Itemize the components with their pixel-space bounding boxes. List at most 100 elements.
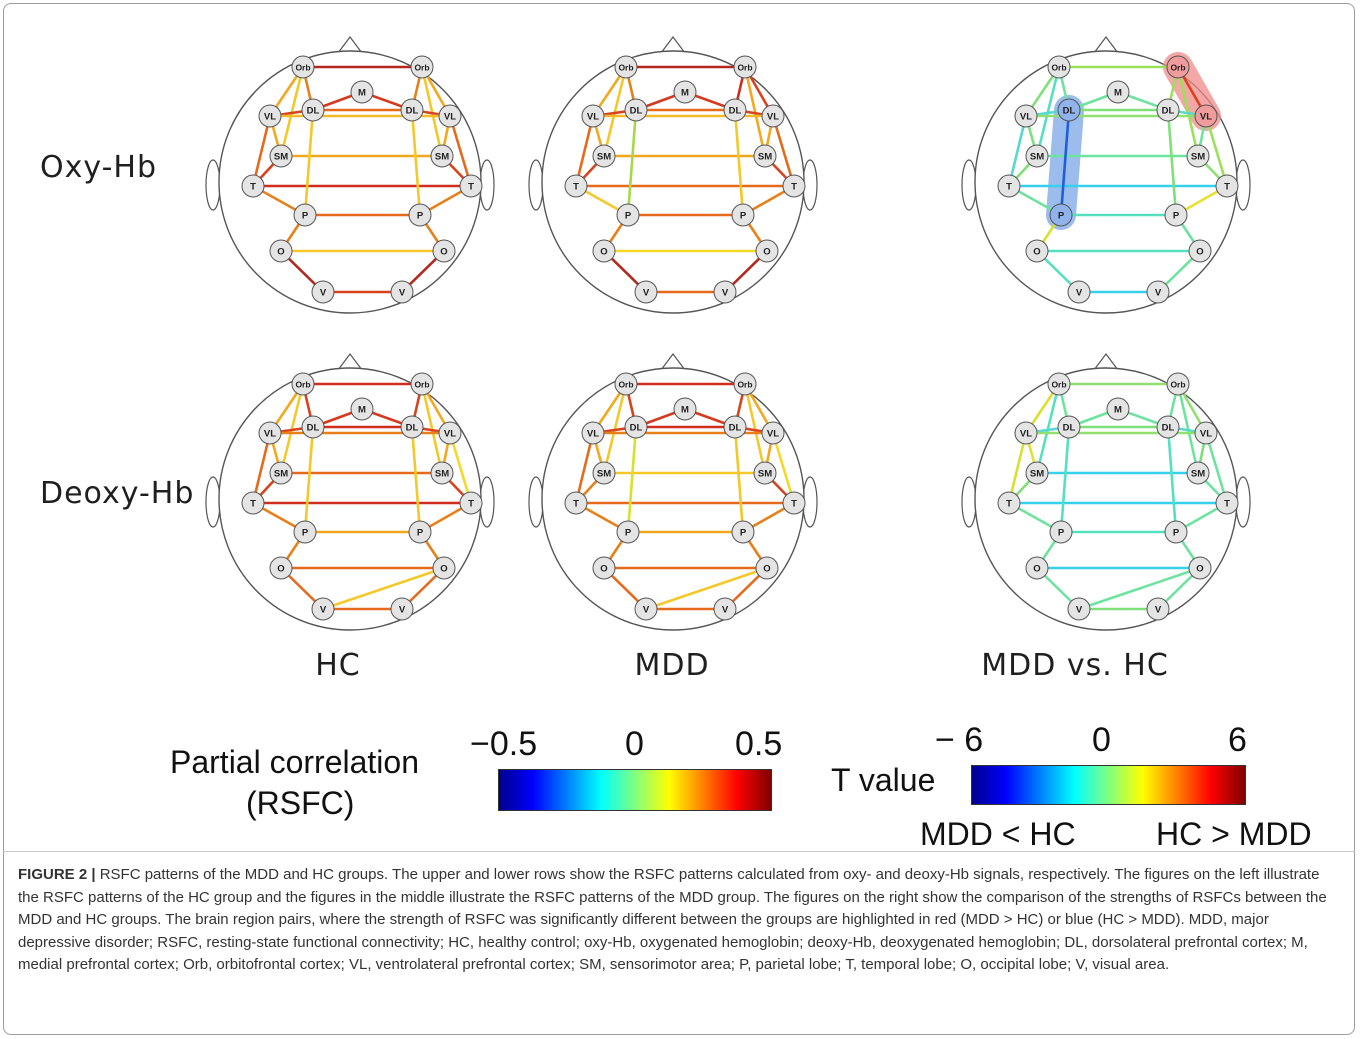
region-label-O_R: O xyxy=(1196,247,1203,258)
region-node-P_R xyxy=(731,520,755,544)
region-label-P_L: P xyxy=(625,528,632,539)
figure-frame xyxy=(3,3,1355,1035)
left-ear xyxy=(205,476,221,528)
region-node-T_L xyxy=(564,174,588,198)
region-label-P_L: P xyxy=(1058,528,1065,539)
region-label-V_R: V xyxy=(722,288,729,299)
region-node-SM_R xyxy=(430,144,454,168)
connection-Orb_R-SM_R xyxy=(743,66,767,157)
region-node-O_L xyxy=(269,556,293,580)
region-label-Orb_R: Orb xyxy=(414,380,429,390)
region-label-VL_L: VL xyxy=(264,429,276,440)
t-tick-mid: 0 xyxy=(1092,721,1111,759)
region-node-Orb_R xyxy=(1166,372,1190,396)
connection-DL_L-P_L xyxy=(303,109,315,216)
region-label-M: M xyxy=(681,405,689,416)
region-label-M: M xyxy=(1114,88,1122,99)
region-node-Orb_R xyxy=(1166,55,1190,79)
region-label-DL_L: DL xyxy=(307,106,320,117)
head-diagram-oxy_diff: Orb Orb M DL DL VL VL SM SM T T P P O O V V xyxy=(961,36,1251,314)
region-label-SM_R: SM xyxy=(758,152,772,163)
connection-VL_R-T_R xyxy=(448,115,473,187)
region-node-M xyxy=(350,397,374,421)
region-node-SM_R xyxy=(753,461,777,485)
region-label-VL_R: VL xyxy=(767,112,779,123)
region-label-O_L: O xyxy=(1033,247,1040,258)
region-label-DL_L: DL xyxy=(630,106,643,117)
region-label-T_R: T xyxy=(468,182,474,193)
region-node-M xyxy=(1106,80,1130,104)
rsfc-legend-title-1: Partial correlation xyxy=(170,744,419,780)
region-label-DL_L: DL xyxy=(630,423,643,434)
left-ear xyxy=(528,476,544,528)
connection-Orb_R-SM_R xyxy=(420,383,444,474)
region-label-SM_L: SM xyxy=(597,152,611,163)
region-label-VL_R: VL xyxy=(444,429,456,440)
region-label-P_L: P xyxy=(625,211,632,222)
nose xyxy=(337,353,363,371)
region-label-SM_L: SM xyxy=(274,469,288,480)
region-label-O_R: O xyxy=(440,247,447,258)
region-label-Orb_L: Orb xyxy=(618,380,633,390)
region-label-V_R: V xyxy=(1155,605,1162,616)
region-node-T_L xyxy=(241,491,265,515)
connection-DL_L-P_L xyxy=(1059,426,1071,533)
row-label-deoxy: Deoxy-Hb xyxy=(40,476,195,511)
region-label-T_R: T xyxy=(791,182,797,193)
head-diagram-deoxy_diff: Orb Orb M DL DL VL VL SM SM T T P P O O V V xyxy=(961,353,1251,631)
region-label-SM_R: SM xyxy=(1191,469,1205,480)
region-node-DL_L xyxy=(301,415,325,439)
connection-DL_R-P_R xyxy=(733,426,745,533)
region-label-M: M xyxy=(1114,405,1122,416)
region-node-O_R xyxy=(432,556,456,580)
region-label-V_L: V xyxy=(643,605,650,616)
nose xyxy=(1093,36,1119,54)
connection-VL_R-T_R xyxy=(448,432,473,504)
region-label-T_L: T xyxy=(250,499,256,510)
connection-Orb_L-SM_L xyxy=(279,66,305,157)
region-label-P_R: P xyxy=(1173,528,1180,539)
region-node-O_R xyxy=(755,556,779,580)
connection-DL_R-P_R xyxy=(410,426,422,533)
connection-Orb_R-SM_R xyxy=(1176,66,1200,157)
region-label-T_R: T xyxy=(791,499,797,510)
region-node-SM_R xyxy=(1186,144,1210,168)
region-label-O_L: O xyxy=(277,247,284,258)
connection-DL_R-P_R xyxy=(410,109,422,216)
col-label-mdd: MDD xyxy=(634,648,710,683)
caption-divider xyxy=(3,851,1355,852)
region-label-Orb_R: Orb xyxy=(737,380,752,390)
connection-Orb_L-SM_L xyxy=(1035,66,1061,157)
region-node-Orb_L xyxy=(1047,372,1071,396)
region-label-Orb_R: Orb xyxy=(737,63,752,73)
connection-VL_L-T_L xyxy=(1007,115,1028,187)
region-label-VL_L: VL xyxy=(1020,429,1032,440)
region-label-Orb_L: Orb xyxy=(295,380,310,390)
connection-VL_R-T_R xyxy=(1204,115,1229,187)
region-node-SM_L xyxy=(1025,144,1049,168)
region-node-V_L xyxy=(311,280,335,304)
t-legend-right-label: HC > MDD xyxy=(1156,816,1312,852)
region-node-VL_R xyxy=(438,104,462,128)
region-node-V_R xyxy=(713,597,737,621)
region-node-Orb_L xyxy=(291,372,315,396)
connection-VL_L-T_L xyxy=(251,432,272,504)
region-node-M xyxy=(673,397,697,421)
region-node-P_R xyxy=(408,203,432,227)
t-legend-left-label: MDD < HC xyxy=(920,816,1076,852)
caption-text: RSFC patterns of the MDD and HC groups. … xyxy=(18,866,1327,973)
rsfc-tick-mid: 0 xyxy=(625,725,644,763)
connection-Orb_R-SM_R xyxy=(420,66,444,157)
region-node-SM_L xyxy=(592,144,616,168)
region-label-Orb_L: Orb xyxy=(1051,380,1066,390)
region-node-DL_L xyxy=(301,98,325,122)
region-node-VL_L xyxy=(1014,421,1038,445)
region-node-SM_R xyxy=(753,144,777,168)
region-label-DL_L: DL xyxy=(1063,423,1076,434)
region-label-VL_R: VL xyxy=(444,112,456,123)
region-node-P_R xyxy=(731,203,755,227)
region-node-Orb_L xyxy=(1047,55,1071,79)
region-label-P_R: P xyxy=(740,528,747,539)
region-node-DL_L xyxy=(1057,415,1081,439)
region-node-VL_R xyxy=(761,104,785,128)
